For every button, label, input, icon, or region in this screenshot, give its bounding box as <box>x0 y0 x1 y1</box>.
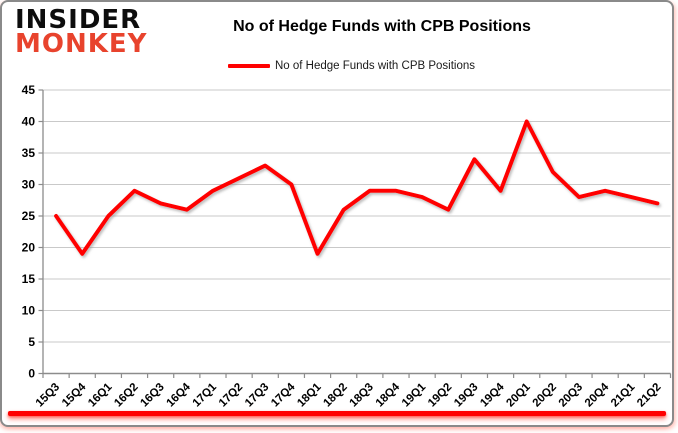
y-axis-label: 20 <box>22 241 36 255</box>
x-axis-label: 17Q2 <box>217 381 245 409</box>
x-axis-label: 17Q1 <box>191 381 220 410</box>
x-axis-label: 20Q4 <box>583 381 612 410</box>
x-axis-label: 21Q2 <box>635 381 663 409</box>
x-axis-label: 16Q2 <box>112 381 140 409</box>
bottom-accent-bar <box>8 411 666 416</box>
y-axis-label: 35 <box>22 146 36 160</box>
x-axis-label: 19Q4 <box>478 381 507 410</box>
x-axis-label: 17Q4 <box>269 381 298 410</box>
y-axis-label: 10 <box>22 304 36 318</box>
x-axis-label: 15Q4 <box>60 381 89 410</box>
gridlines <box>43 89 671 343</box>
y-axis-label: 0 <box>28 367 35 381</box>
series-line <box>54 119 660 256</box>
axis-labels: 0 5 10 15 20 25 30 35 40 45 15Q315Q416Q116Q216Q316… <box>22 83 664 410</box>
x-axis-label: 19Q3 <box>452 381 480 409</box>
logo-line-insider: INSIDER <box>15 5 142 35</box>
x-axis-label: 17Q3 <box>243 381 271 409</box>
y-axis-label: 5 <box>28 335 35 349</box>
x-axis-label: 20Q1 <box>504 381 533 410</box>
x-axis-label: 21Q1 <box>609 381 638 410</box>
x-axis-label: 20Q2 <box>531 381 559 409</box>
axes <box>38 89 672 378</box>
y-axis-label: 15 <box>22 272 36 286</box>
y-axis-label: 45 <box>22 83 36 97</box>
legend: No of Hedge Funds with CPB Positions <box>43 60 660 72</box>
y-axis-label: 25 <box>22 209 36 223</box>
y-axis-label: 40 <box>22 115 36 129</box>
x-axis-label: 19Q2 <box>426 381 454 409</box>
insider-monkey-logo: INSIDER MONKEY <box>15 5 148 59</box>
data-series <box>54 119 660 256</box>
x-axis-label: 16Q4 <box>165 381 194 410</box>
x-axis-label: 18Q3 <box>348 381 376 409</box>
x-axis-label: 19Q1 <box>400 381 429 410</box>
x-axis-label: 20Q3 <box>557 381 585 409</box>
x-axis-label: 16Q3 <box>138 381 166 409</box>
x-axis-label: 18Q1 <box>295 381 324 410</box>
x-axis-label: 15Q3 <box>34 381 62 409</box>
y-axis-label: 30 <box>22 178 36 192</box>
legend-line-swatch <box>227 64 270 68</box>
legend-label: No of Hedge Funds with CPB Positions <box>274 60 476 72</box>
logo-line-monkey: MONKEY <box>15 28 148 59</box>
chart-title: No of Hedge Funds with CPB Positions <box>233 18 531 35</box>
x-axis-label: 18Q2 <box>321 381 349 409</box>
x-axis-label: 16Q1 <box>86 381 115 410</box>
x-axis-label: 18Q4 <box>374 381 403 410</box>
